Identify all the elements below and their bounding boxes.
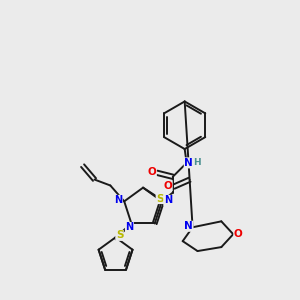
Text: N: N — [164, 195, 172, 205]
Text: N: N — [184, 221, 193, 231]
Text: O: O — [164, 181, 172, 191]
Text: N: N — [184, 158, 193, 168]
Text: H: H — [193, 158, 200, 167]
Text: S: S — [116, 230, 123, 240]
Text: N: N — [114, 195, 122, 205]
Text: S: S — [156, 194, 164, 203]
Text: N: N — [125, 223, 134, 232]
Text: O: O — [234, 229, 243, 239]
Text: O: O — [148, 167, 156, 177]
